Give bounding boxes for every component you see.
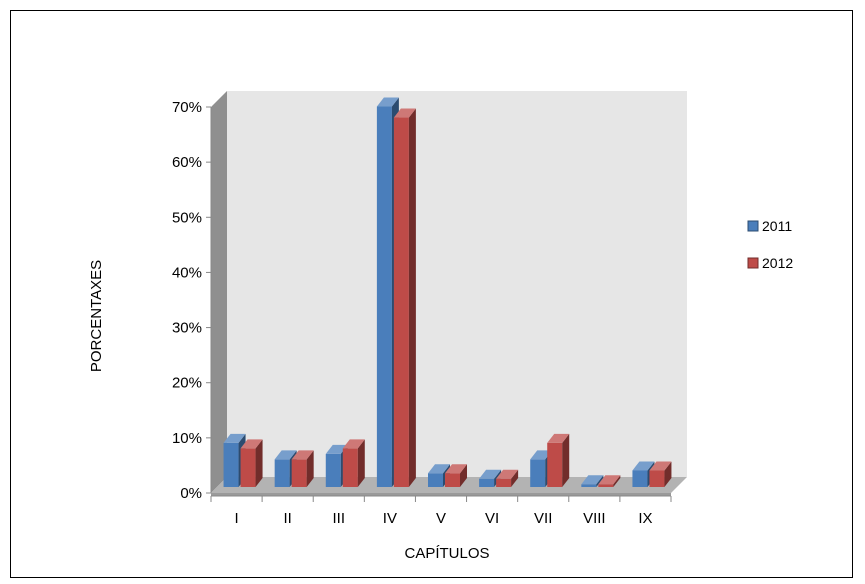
bar-2012-VI [496, 478, 512, 487]
bar-side-2012-VI [511, 469, 519, 487]
x-tick-label: IX [638, 510, 652, 527]
y-tick-label: 50% [172, 209, 202, 226]
legend-swatch-2011 [747, 220, 759, 232]
x-tick-label: VI [485, 510, 499, 527]
bar-top-2012-IV [393, 108, 416, 118]
bar-2011-II [274, 459, 290, 487]
bar-side-2012-VIII [613, 475, 621, 487]
bar-2012-IX [649, 470, 665, 487]
bar-side-2012-V [460, 464, 467, 487]
bar-side-2012-IX [664, 461, 672, 487]
bar-side-2011-VIII [596, 475, 604, 487]
bar-top-2011-I [223, 433, 246, 443]
y-axis-title: PORCENTAXES [88, 260, 105, 372]
bar-2012-VII [547, 442, 563, 487]
y-tick-label: 70% [172, 99, 202, 116]
bar-top-2012-III [342, 439, 365, 449]
bar-2012-IV [393, 117, 409, 488]
bar-2011-VII [530, 459, 546, 487]
y-tick-label: 0% [180, 485, 202, 502]
bar-2012-V [445, 473, 460, 487]
bar-2011-VI [479, 478, 495, 487]
bar-side-2012-II [306, 450, 314, 487]
x-tick-label: IV [383, 510, 397, 527]
x-tick-label: II [283, 510, 291, 527]
bar-top-2012-II [291, 450, 314, 460]
y-tick-label: 30% [172, 320, 202, 337]
y-tick-label: 60% [172, 154, 202, 171]
legend-label-2011: 2011 [762, 218, 792, 234]
bar-top-2012-IX [649, 461, 672, 471]
chart-frame: 0% 10% 20% 30% 40% 50% 60% 70% I II III IV V VI VII VII… [10, 10, 853, 578]
bar-top-2011-IX [632, 461, 655, 471]
bar-top-2011-VIII [581, 475, 604, 485]
x-tick-label: V [436, 510, 446, 527]
bar-2011-III [325, 453, 341, 487]
bar-side-2012-VII [562, 433, 570, 487]
bar-2011-V [428, 473, 443, 487]
bar-top-2011-V [428, 464, 450, 474]
floor-edge [211, 493, 671, 496]
bar-2011-IV [376, 106, 392, 487]
chart-svg: 0%10%20%30%40%50%60%70%I II III IV V VI VII VII… [88, 91, 793, 562]
legend-label-2012: 2012 [762, 255, 793, 271]
bar-2012-I [240, 448, 256, 487]
y-tick-label: 10% [172, 430, 202, 447]
y-tick-label: 40% [172, 264, 202, 281]
x-tick-label: I [234, 510, 238, 527]
legend-swatch-2012 [747, 257, 759, 269]
bar-2011-VIII [581, 484, 597, 487]
side-wall [211, 91, 227, 493]
bar-top-2011-VI [479, 469, 502, 479]
bar-side-2012-I [255, 439, 263, 487]
bar-2011-I [223, 442, 239, 487]
bar-2012-III [342, 448, 358, 487]
bar-top-2012-V [445, 464, 467, 474]
bar-side-2012-IV [408, 108, 416, 488]
bar-top-2011-II [274, 450, 297, 460]
bar-top-2012-VI [496, 469, 519, 479]
bar-2012-II [291, 459, 307, 487]
bar-top-2011-IV [376, 97, 399, 107]
bar-top-2011-VII [530, 450, 553, 460]
bar-side-2012-III [357, 439, 365, 487]
back-wall [227, 91, 687, 477]
bar-top-2012-VIII [598, 475, 621, 485]
bar-top-2011-III [325, 444, 348, 454]
bar-2012-VIII [598, 484, 614, 487]
x-tick-label: VII [534, 510, 552, 527]
y-tick-label: 20% [172, 375, 202, 392]
bar-top-2012-VII [547, 433, 570, 443]
bar-2011-IX [632, 470, 648, 487]
x-axis-title: CAPÍTULOS [404, 545, 489, 562]
x-tick-label: III [333, 510, 346, 527]
bar-top-2012-I [240, 439, 263, 449]
x-tick-label: VIII [583, 510, 606, 527]
